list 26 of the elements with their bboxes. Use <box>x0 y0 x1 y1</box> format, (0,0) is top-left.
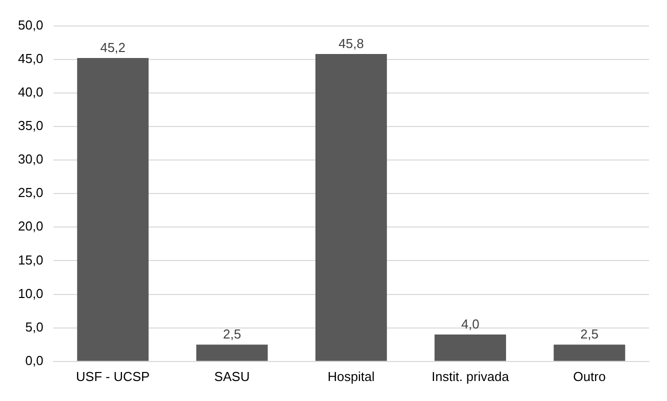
bar <box>315 54 387 361</box>
bar <box>434 334 506 361</box>
y-tick-label: 40,0 <box>18 84 44 100</box>
data-label: 2,5 <box>580 326 598 342</box>
data-label: 4,0 <box>461 316 480 332</box>
x-tick-label: SASU <box>214 368 250 384</box>
data-label: 2,5 <box>222 326 242 342</box>
x-tick-label: USF - UCSP <box>76 368 150 384</box>
y-tick-label: 50,0 <box>18 17 44 32</box>
y-tick-label: 30,0 <box>18 152 44 167</box>
y-tick-label: 15,0 <box>18 252 44 268</box>
y-tick-label: 0,0 <box>25 352 44 368</box>
y-tick-label: 20,0 <box>18 218 44 234</box>
x-tick-label: Instit. privada <box>432 368 510 384</box>
y-tick-label: 5,0 <box>25 319 44 334</box>
y-tick-label: 25,0 <box>18 185 44 200</box>
data-label: 45,8 <box>338 36 364 52</box>
x-tick-label: Outro <box>573 368 606 384</box>
data-label: 45,2 <box>100 40 126 56</box>
bar <box>554 344 626 361</box>
y-tick-label: 10,0 <box>18 286 44 301</box>
bar <box>196 344 268 361</box>
x-tick-label: Hospital <box>328 368 375 384</box>
y-tick-label: 45,0 <box>18 50 44 66</box>
y-tick-label: 35,0 <box>18 118 44 134</box>
bar <box>77 58 149 361</box>
